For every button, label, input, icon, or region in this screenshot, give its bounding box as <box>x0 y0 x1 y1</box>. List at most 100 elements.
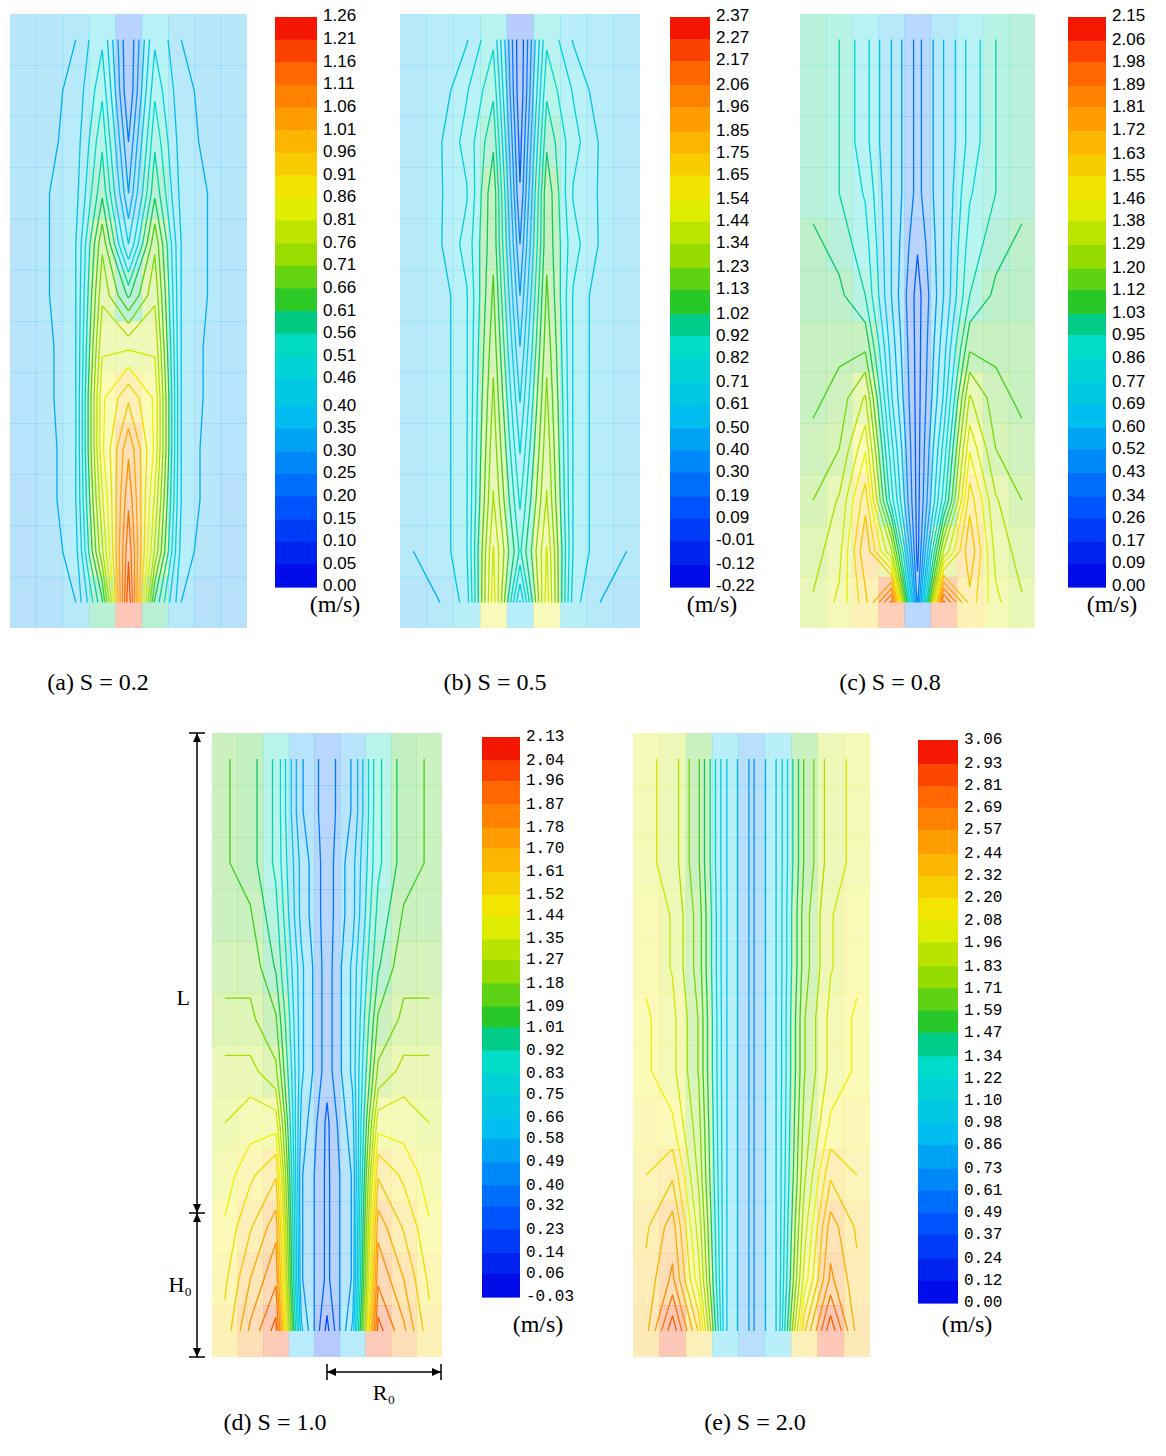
cell <box>194 14 221 66</box>
contour-line <box>679 759 825 1331</box>
colorbar-band <box>670 429 710 452</box>
panel-caption: (b) S = 0.5 <box>444 669 547 695</box>
colorbar-tick-label: 0.24 <box>964 1250 1002 1268</box>
cell <box>221 14 247 66</box>
dimension-label: H₀ <box>168 1272 192 1297</box>
panel: 1.261.211.161.111.061.010.960.910.860.81… <box>10 6 360 695</box>
cell <box>391 1097 417 1150</box>
cell <box>957 423 984 475</box>
cell <box>400 577 427 628</box>
colorbar-band <box>275 542 317 565</box>
cell <box>957 14 984 66</box>
cell <box>142 14 169 66</box>
colorbar: 2.152.061.981.891.811.721.631.551.461.38… <box>1068 6 1145 617</box>
colorbar-tick-label: 1.01 <box>323 120 356 139</box>
colorbar-tick-label: 0.76 <box>323 233 356 252</box>
cell <box>587 116 614 168</box>
colorbar-band <box>1068 200 1106 222</box>
cell <box>560 116 587 168</box>
cell <box>10 168 37 220</box>
contour-line <box>716 759 788 1331</box>
cell <box>826 475 853 527</box>
colorbar-band <box>918 876 958 899</box>
cell <box>826 372 853 424</box>
cell <box>168 116 195 168</box>
colorbar-tick-label: 2.06 <box>1112 30 1145 49</box>
colorbar-tick-label: 0.81 <box>323 210 356 229</box>
colorbar-band <box>1068 107 1106 131</box>
colorbar-band <box>275 519 317 542</box>
colorbar-tick-label: 1.23 <box>716 257 749 276</box>
colorbar-band <box>482 1186 520 1207</box>
cell <box>238 1201 264 1254</box>
colorbar-band <box>275 379 317 407</box>
cell <box>427 270 454 322</box>
cell <box>221 219 247 271</box>
dimensions: LH₀R₀ <box>168 733 441 1405</box>
cell <box>221 526 247 578</box>
arrow-head <box>193 1213 201 1222</box>
cell <box>817 1097 844 1150</box>
cell <box>212 733 238 786</box>
colorbar-band <box>482 916 520 940</box>
cell <box>560 168 587 220</box>
contour-line <box>280 759 373 1331</box>
colorbar-tick-label: 2.44 <box>964 845 1002 863</box>
cell <box>1009 321 1035 373</box>
colorbar-tick-label: 0.17 <box>1112 531 1145 550</box>
colorbar-band <box>482 737 520 761</box>
cell <box>587 270 614 322</box>
cell <box>416 889 442 942</box>
cell <box>416 837 442 890</box>
contour-line <box>82 101 174 602</box>
colorbar-tick-label: 1.03 <box>1112 303 1145 322</box>
colorbar-band <box>275 17 317 40</box>
cell <box>427 219 454 271</box>
colorbar-band <box>670 541 710 566</box>
cell <box>633 837 660 890</box>
contour-line <box>225 998 429 1331</box>
colorbar-band <box>670 473 710 498</box>
colorbar-tick-label: 0.34 <box>1112 486 1145 505</box>
figure: 1.261.211.161.111.061.010.960.910.860.81… <box>0 0 1166 1456</box>
cell <box>10 65 37 117</box>
contour-line <box>646 998 857 1331</box>
cell <box>36 526 63 578</box>
colorbar-band <box>1068 359 1106 383</box>
colorbar-band <box>670 107 710 132</box>
contour-line <box>119 428 137 602</box>
cell <box>587 526 614 578</box>
cell <box>194 526 221 578</box>
colorbar-band <box>482 760 520 781</box>
colorbar-band <box>918 740 958 765</box>
contour-line <box>721 759 782 1331</box>
arrow-head <box>432 1368 441 1376</box>
colorbar-band <box>482 1118 520 1139</box>
cell <box>400 168 427 220</box>
contour-line <box>314 759 340 1331</box>
cell <box>10 372 37 424</box>
plot-area <box>212 733 442 1357</box>
panel: 2.372.272.172.061.961.851.751.651.541.44… <box>400 6 755 695</box>
cell <box>560 321 587 373</box>
contour-line <box>699 759 803 1331</box>
colorbar-tick-label: 2.13 <box>526 728 564 746</box>
contour-line <box>873 582 962 602</box>
plot-area <box>800 14 1035 628</box>
colorbar-band <box>670 565 710 588</box>
cell <box>427 475 454 527</box>
cell <box>480 168 507 220</box>
contour-line <box>517 40 524 183</box>
cell <box>10 475 37 527</box>
colorbar-band <box>670 404 710 429</box>
colorbar-band <box>482 960 520 984</box>
colorbar-band <box>1068 563 1106 587</box>
colorbar-band <box>1068 335 1106 359</box>
colorbar-band <box>918 920 958 943</box>
cell <box>844 1149 870 1202</box>
colorbar-tick-label: 2.37 <box>716 6 749 25</box>
cell <box>817 785 844 838</box>
contour-line <box>834 425 1001 602</box>
colorbar-tick-label: 0.14 <box>526 1244 564 1262</box>
cell <box>238 733 264 786</box>
